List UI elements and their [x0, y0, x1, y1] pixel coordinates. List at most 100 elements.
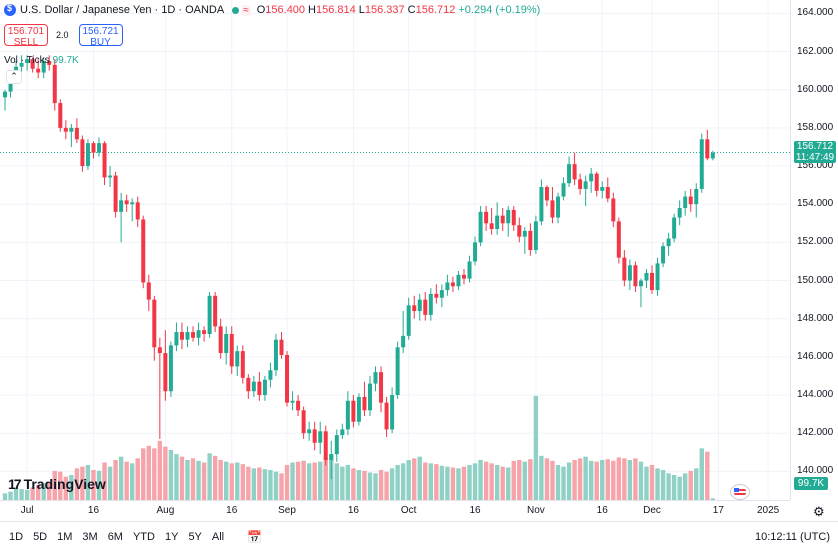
candle[interactable]	[450, 276, 455, 292]
volume-legend[interactable]: Vol · Ticks 99.7K	[4, 55, 79, 66]
candle[interactable]	[445, 274, 450, 296]
timeframe-button-1d[interactable]: 1D	[9, 530, 24, 543]
candle[interactable]	[52, 59, 57, 111]
candle[interactable]	[323, 425, 328, 466]
candle[interactable]	[373, 366, 378, 392]
candle[interactable]	[401, 311, 406, 354]
candle[interactable]	[262, 375, 267, 401]
candle[interactable]	[544, 185, 549, 207]
buy-button[interactable]: 156.721 BUY	[78, 24, 123, 48]
candle[interactable]	[605, 177, 610, 203]
candle[interactable]	[578, 173, 583, 195]
candle[interactable]	[417, 293, 422, 321]
timeframe-button-3m[interactable]: 3M	[82, 530, 98, 543]
candle[interactable]	[655, 257, 660, 296]
candle[interactable]	[484, 206, 489, 231]
candle[interactable]	[329, 440, 334, 480]
candle[interactable]	[185, 326, 190, 348]
candle[interactable]	[439, 284, 444, 308]
timeframe-button-1m[interactable]: 1M	[57, 530, 73, 543]
candle[interactable]	[74, 118, 79, 144]
candle[interactable]	[91, 141, 96, 159]
candle[interactable]	[395, 341, 400, 399]
candle[interactable]	[500, 208, 505, 231]
us-flag-icon[interactable]	[730, 484, 750, 500]
candle[interactable]	[406, 297, 411, 340]
clock[interactable]: 10:12:11 (UTC)	[755, 530, 830, 543]
candle[interactable]	[572, 152, 577, 186]
candle[interactable]	[561, 177, 566, 201]
candle[interactable]	[285, 351, 290, 407]
candle[interactable]	[235, 345, 240, 376]
candle[interactable]	[268, 362, 273, 388]
candle[interactable]	[146, 274, 151, 312]
candle[interactable]	[627, 259, 632, 291]
candle[interactable]	[467, 255, 472, 283]
candle[interactable]	[644, 269, 649, 289]
price-axis[interactable]: 164.000 162.000 160.000 158.000 156.000 154.0…	[790, 0, 838, 500]
candle[interactable]	[699, 133, 704, 193]
candle[interactable]	[246, 374, 251, 399]
candle[interactable]	[135, 196, 140, 228]
candle[interactable]	[356, 393, 361, 426]
candle[interactable]	[229, 326, 234, 375]
candle[interactable]	[85, 139, 90, 170]
candle[interactable]	[533, 215, 538, 254]
candle[interactable]	[622, 250, 627, 287]
candle[interactable]	[434, 284, 439, 304]
candle[interactable]	[495, 202, 500, 235]
candle[interactable]	[412, 295, 417, 319]
candle[interactable]	[63, 120, 68, 140]
tradingview-logo[interactable]: 17 TradingView	[8, 476, 106, 492]
candle[interactable]	[423, 291, 428, 321]
candle[interactable]	[351, 395, 356, 428]
candle[interactable]	[489, 208, 494, 235]
candle[interactable]	[257, 372, 262, 401]
timeframe-button-1y[interactable]: 1Y	[164, 530, 179, 543]
candle[interactable]	[522, 227, 527, 254]
timeframe-button-ytd[interactable]: YTD	[132, 530, 155, 543]
candle[interactable]	[224, 326, 229, 365]
candle[interactable]	[589, 167, 594, 193]
candle[interactable]	[196, 322, 201, 346]
candle[interactable]	[677, 200, 682, 226]
candle[interactable]	[511, 206, 516, 231]
candle[interactable]	[688, 188, 693, 212]
candle[interactable]	[456, 270, 461, 291]
candle[interactable]	[157, 337, 162, 439]
candle[interactable]	[25, 55, 30, 71]
candle[interactable]	[666, 232, 671, 256]
timeframe-button-5d[interactable]: 5D	[33, 530, 48, 543]
candle[interactable]	[461, 269, 466, 285]
symbol-title[interactable]: U.S. Dollar / Japanese Yen · 1D · OANDA	[20, 4, 225, 16]
candle[interactable]	[345, 391, 350, 436]
candle[interactable]	[428, 288, 433, 321]
candle[interactable]	[130, 198, 135, 222]
candle[interactable]	[30, 57, 35, 73]
candle[interactable]	[384, 396, 389, 438]
candle[interactable]	[174, 322, 179, 352]
candle[interactable]	[312, 421, 317, 451]
price-chart-plot[interactable]	[0, 0, 790, 500]
candle[interactable]	[102, 141, 107, 186]
sell-button[interactable]: 156.701 SELL	[4, 24, 48, 48]
candle[interactable]	[213, 291, 218, 333]
candle[interactable]	[163, 330, 168, 401]
candle[interactable]	[710, 150, 715, 161]
candle[interactable]	[3, 89, 7, 111]
candle[interactable]	[362, 381, 367, 417]
candle[interactable]	[506, 206, 511, 237]
candle[interactable]	[550, 187, 555, 224]
candle[interactable]	[36, 59, 41, 79]
candle[interactable]	[279, 332, 284, 359]
candle[interactable]	[650, 265, 655, 294]
candle[interactable]	[80, 135, 85, 172]
candle[interactable]	[473, 236, 478, 266]
candle[interactable]	[218, 318, 223, 359]
candle[interactable]	[528, 223, 533, 256]
candle[interactable]	[296, 395, 301, 417]
candle[interactable]	[672, 213, 677, 243]
candle[interactable]	[47, 55, 52, 71]
candle[interactable]	[318, 421, 323, 455]
candle[interactable]	[152, 295, 157, 361]
